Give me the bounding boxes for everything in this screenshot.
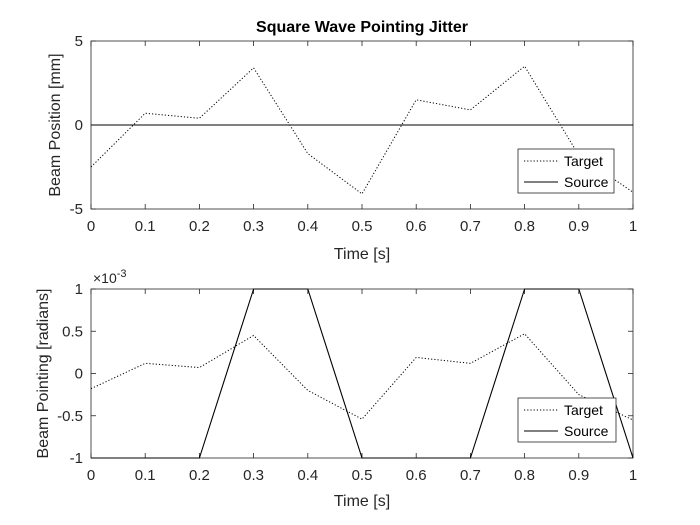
figure-title: Square Wave Pointing Jitter xyxy=(256,19,468,36)
legend-box xyxy=(517,397,617,443)
series-target-line xyxy=(90,65,634,195)
y-exponent-base: ×10 xyxy=(93,270,117,286)
y-tick-label: -1 xyxy=(70,450,83,467)
y-tick-label: 0 xyxy=(75,366,83,383)
legend-label-target: Target xyxy=(564,402,603,418)
x-tick-label: 0.2 xyxy=(189,218,210,235)
x-tick-label: 0.9 xyxy=(568,467,589,484)
legend-box xyxy=(517,148,615,194)
bottom-plot: 0 0.1 0.2 0.3 0.4 0.5 0.6 0.7 0.8 0.9 1 -1 -0.5 0 0.5 1… xyxy=(35,268,637,510)
x-tick-label: 0.6 xyxy=(406,467,427,484)
x-tick-label: 0.6 xyxy=(406,218,427,235)
legend-label-target: Target xyxy=(564,153,603,169)
x-tick-label: 0.4 xyxy=(297,218,318,235)
x-tick-label: 0.7 xyxy=(460,218,481,235)
x-tick-label: 0.3 xyxy=(243,218,264,235)
y-tick-label: -5 xyxy=(70,201,83,218)
x-tick-label: 0.8 xyxy=(514,218,535,235)
y-tick-label: 1 xyxy=(75,281,83,298)
series-target-line xyxy=(90,333,634,421)
x-axis-label: Time [s] xyxy=(334,246,390,263)
legend-label-source: Source xyxy=(564,174,609,190)
legend: Target Source xyxy=(517,148,615,194)
y-axis-label: Beam Pointing [radians] xyxy=(35,289,52,459)
legend: Target Source xyxy=(517,397,617,443)
y-exponent-label: ×10-3 xyxy=(93,268,127,286)
x-tick-label: 1 xyxy=(629,467,637,484)
x-tick-label: 0 xyxy=(87,467,95,484)
x-tick-label: 0.2 xyxy=(189,467,210,484)
x-tick-label: 0.9 xyxy=(568,218,589,235)
y-axis-label: Beam Position [mm] xyxy=(47,53,64,196)
x-tick-label: 0.3 xyxy=(243,467,264,484)
x-tick-label: 0.5 xyxy=(352,467,373,484)
x-axis-label: Time [s] xyxy=(334,493,390,510)
legend-label-source: Source xyxy=(564,423,609,439)
x-tick-label: 0.1 xyxy=(135,218,156,235)
series-source-line xyxy=(91,288,634,459)
x-tick-label: 0.4 xyxy=(297,467,318,484)
y-tick-label: -0.5 xyxy=(57,408,83,425)
x-tick-label: 0 xyxy=(87,218,95,235)
x-tick-label: 0.5 xyxy=(352,218,373,235)
x-tick-label: 0.1 xyxy=(135,467,156,484)
x-tick-label: 0.7 xyxy=(460,467,481,484)
y-exponent-power: -3 xyxy=(117,268,127,280)
x-tick-label: 1 xyxy=(629,218,637,235)
y-tick-label: 0.5 xyxy=(62,323,83,340)
y-tick-label: 0 xyxy=(75,117,83,134)
x-tick-label: 0.8 xyxy=(514,467,535,484)
y-tick-label: 5 xyxy=(75,33,83,50)
